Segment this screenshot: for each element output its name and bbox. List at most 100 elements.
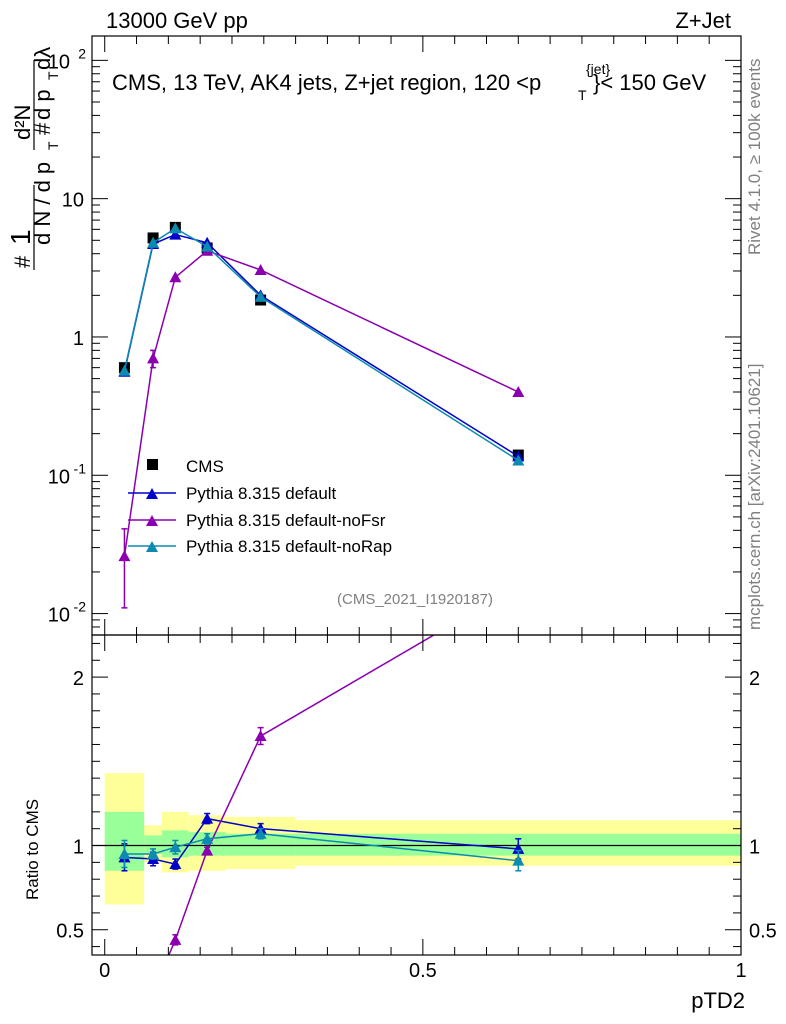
svg-text:10: 10 (48, 466, 70, 488)
data-point (512, 454, 525, 466)
svg-text:2: 2 (78, 45, 86, 61)
main-ytick-label: 1 (73, 328, 84, 350)
ratio-ytick-label: 2 (73, 668, 84, 690)
series-3 (118, 222, 525, 466)
uncertainty-band-stat (144, 835, 162, 854)
data-point (147, 352, 160, 364)
main-title: CMS, 13 TeV, AK4 jets, Z+jet region, 120… (112, 61, 706, 103)
uncertainty-band-stat (225, 833, 296, 856)
ratio-point (201, 832, 214, 844)
ratio-point (254, 827, 267, 839)
legend-marker-default (146, 488, 158, 499)
mcplots-label: mcplots.cern.ch [arXiv:2401.10621] (745, 364, 764, 630)
series-line (123, 227, 519, 462)
main-title-text: CMS, 13 TeV, AK4 jets, Z+jet region, 120… (112, 70, 541, 95)
ratio-point (254, 730, 267, 742)
ratio-ytick-label: 0.5 (56, 921, 84, 943)
svg-text:1: 1 (73, 328, 84, 350)
legend-label-default: Pythia 8.315 default (186, 484, 337, 503)
ratio-ticks: 0.5 0.51 12 20 0.5 1 (56, 635, 777, 982)
process-label: Z+Jet (675, 8, 731, 33)
ratio-point (169, 841, 182, 853)
legend-item-cms: CMS (147, 457, 224, 476)
data-point (201, 240, 214, 252)
ratio-series-2 (118, 827, 525, 872)
ratio-point (201, 844, 214, 856)
xtick-label: 1 (735, 960, 746, 982)
energy-label: 13000 GeV pp (106, 8, 248, 33)
ratio-bands (92, 773, 741, 905)
svg-text:-1: -1 (74, 460, 87, 476)
legend-item-default: Pythia 8.315 default (128, 484, 337, 503)
ratio-point (201, 812, 214, 824)
svg-text:d²N: d²N (10, 105, 35, 140)
legend-label-norap: Pythia 8.315 default-noRap (186, 537, 392, 556)
ratio-point (169, 858, 182, 870)
ratio-point (442, 621, 454, 632)
data-point (169, 271, 182, 283)
main-ytick-label: 10 -1 (48, 460, 86, 488)
ratio-ytick-label: 1 (73, 837, 84, 859)
ratio-frame (91, 634, 742, 956)
main-title-sub: T (578, 87, 587, 103)
data-point (169, 228, 182, 240)
xtick-label: 0 (99, 960, 110, 982)
main-ytick-label: 10 -2 (48, 599, 86, 627)
data-point (512, 386, 525, 398)
legend-marker-nofsr (146, 515, 158, 526)
svg-text:#: # (10, 255, 35, 268)
svg-text:1: 1 (5, 229, 36, 245)
svg-text:10: 10 (48, 51, 70, 73)
svg-text:10: 10 (62, 190, 84, 212)
ratio-ytick-label-right: 0.5 (749, 921, 777, 943)
svg-text:#: # (30, 122, 55, 135)
legend-item-nofsr: Pythia 8.315 default-noFsr (128, 511, 386, 530)
data-point (169, 222, 182, 234)
legend-label-nofsr: Pythia 8.315 default-noFsr (186, 511, 386, 530)
ratio-series-1 (168, 621, 454, 955)
ratio-series-group (118, 621, 525, 955)
legend-item-norap: Pythia 8.315 default-noRap (128, 537, 392, 556)
svg-text:T: T (45, 141, 61, 150)
ratio-ytick-label-right: 2 (749, 668, 760, 690)
ratio-panel: 0.5 0.51 12 20 0.5 1 (56, 621, 777, 982)
svg-text:d N / d p: d N / d p (30, 162, 55, 245)
xtick-label: 0.5 (409, 960, 437, 982)
series-2 (118, 244, 525, 609)
legend-marker-norap (146, 541, 158, 552)
ratio-point (147, 847, 160, 859)
ratio-ytick-label-right: 1 (749, 837, 760, 859)
svg-text:-2: -2 (74, 599, 87, 615)
series-line (123, 249, 519, 557)
main-ytick-label: 10 2 (48, 45, 86, 73)
data-point (254, 263, 267, 275)
x-axis-title: pTD2 (691, 988, 745, 1013)
svg-text:dλ: dλ (30, 47, 55, 70)
ratio-y-axis-title: Ratio to CMS (23, 799, 42, 900)
rivet-label: Rivet 4.1.0, ≥ 100k events (745, 59, 764, 255)
svg-text:d p: d p (30, 89, 55, 120)
main-y-axis-title: # 1 d N / d p T # d²N d p T dλ (5, 47, 61, 270)
data-point (147, 236, 160, 248)
ratio-point (512, 854, 525, 866)
main-title-end: }< 150 GeV (593, 70, 706, 95)
ratio-point (169, 933, 182, 945)
legend: CMS Pythia 8.315 default Pythia 8.315 de… (128, 457, 392, 556)
legend-label-cms: CMS (186, 457, 224, 476)
data-point (254, 290, 267, 302)
data-point (118, 550, 131, 562)
main-title-sup: {jet} (586, 61, 610, 77)
svg-text:10: 10 (48, 605, 70, 627)
ratio-line (124, 832, 519, 862)
analysis-id: (CMS_2021_I1920187) (337, 591, 493, 608)
main-series-group (118, 221, 525, 609)
data-point (118, 364, 131, 376)
ratio-point (118, 847, 131, 859)
svg-text:T: T (45, 71, 61, 80)
legend-marker-cms (147, 459, 158, 470)
main-ytick-label: 10 (62, 190, 84, 212)
ratio-line (168, 635, 436, 955)
